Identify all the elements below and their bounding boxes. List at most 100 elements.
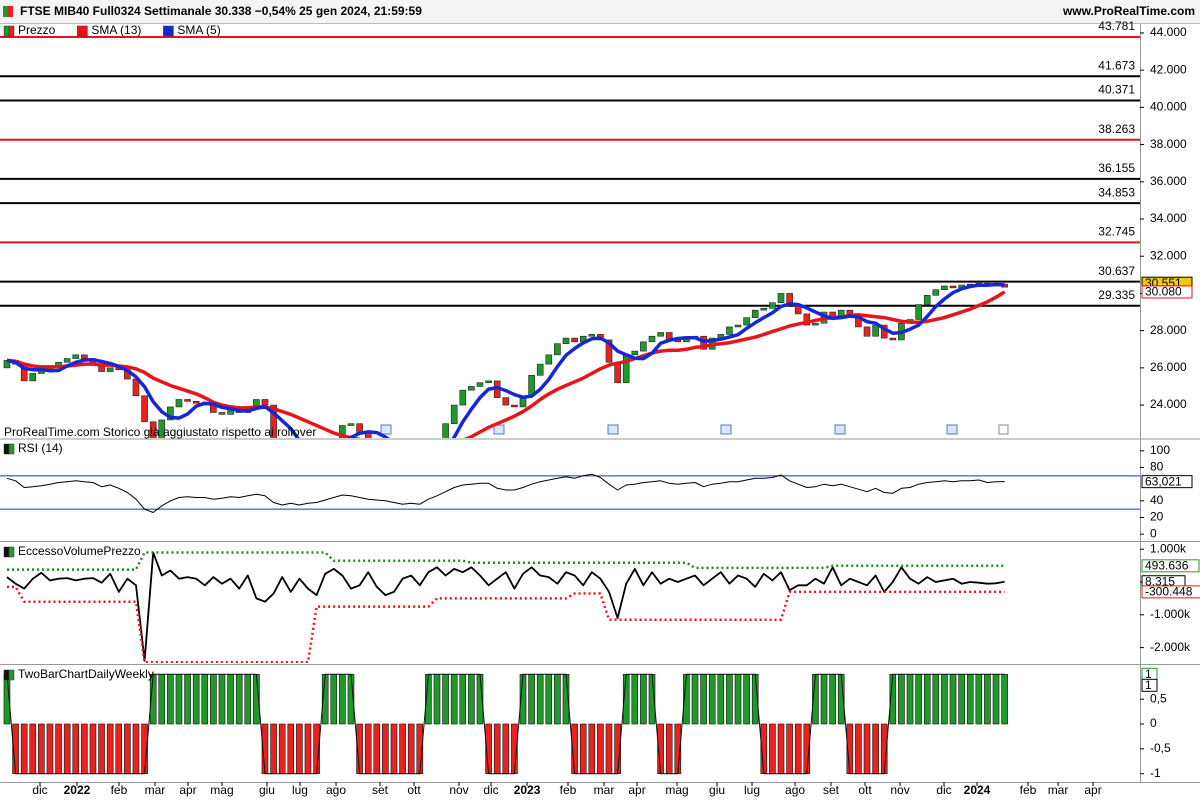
header-title: FTSE MIB40 Full0324 Settimanale 30.338 −… [20,4,422,18]
event-icon [607,424,619,435]
candle [631,350,639,356]
value-tag [1141,285,1193,299]
candle [941,285,948,291]
y-tick-label: 20 [1150,510,1164,524]
candle [450,404,458,424]
x-tick-label: giu [709,783,725,797]
y-tick-label: -0,5 [1150,741,1171,755]
y-tick-label: 26.000 [1150,360,1187,374]
value-tag-label: 1 [1145,678,1152,692]
candle [769,302,776,309]
bar [270,723,277,775]
bar [829,673,836,725]
line [6,673,1005,775]
candle [192,401,200,404]
legend-label: SMA (13) [91,23,141,37]
level-label: 43.781 [1098,19,1135,33]
bar [545,673,553,725]
bar [468,673,475,725]
candle [468,386,475,391]
header-site: www.ProRealTime.com [1062,4,1195,18]
bar [373,723,381,775]
bar [906,673,914,725]
value-tag-label: -300.448 [1145,585,1193,599]
candle [270,404,277,438]
candle [149,421,157,438]
bar [106,723,114,775]
x-tick-label: ott [858,783,872,797]
bar [364,723,372,775]
candle [476,382,484,387]
annotation: ProRealTime.com Storico già aggiustato r… [4,425,316,439]
bar [20,723,28,775]
x-tick-label: giu [259,783,275,797]
line [6,282,1005,438]
bar [210,673,217,725]
bar [777,723,785,775]
bar [872,723,879,775]
candle [29,373,37,382]
event-icon [493,424,505,435]
candle [640,341,647,352]
legend-label-swatch [3,25,10,37]
panel-title-swatch [8,546,15,558]
bar [29,723,37,775]
bar [218,673,226,725]
value-tag-label: 30.080 [1145,285,1182,299]
y-tick-label: -1.000k [1150,607,1191,621]
y-tick-label: 36.000 [1150,174,1187,188]
value-tag-label: 1 [1145,667,1152,681]
bar [55,723,62,775]
candle [932,289,940,296]
bar [588,723,596,775]
candle [949,285,957,289]
x-tick-label: mar [1048,783,1069,797]
value-tag [1141,585,1200,599]
bar [382,723,389,775]
y-tick-label: 1.000k [1150,541,1187,555]
bar [132,723,140,775]
candle [743,317,750,326]
bar [923,673,931,725]
value-tag [1141,678,1158,692]
bar [726,673,733,725]
bar [399,723,406,775]
legend-label-swatch [77,25,88,37]
bar [932,673,940,725]
bar [915,673,922,725]
panel-title: EccessoVolumePrezzo [18,544,141,558]
bar [459,673,467,725]
y-tick-label: 0 [1150,716,1157,730]
bar [528,673,535,725]
bar [175,673,183,725]
level-label: 32.745 [1098,225,1135,239]
bar [631,673,639,725]
bar [339,673,346,725]
x-tick-label: dic [32,783,47,797]
bar [184,673,191,725]
bar [304,723,312,775]
level-label: 30.637 [1098,264,1135,278]
bar [700,673,707,725]
candle [545,354,553,365]
bar [605,723,613,775]
bar [192,673,200,725]
bar [244,673,252,725]
candle [803,313,811,326]
level-label: 36.155 [1098,161,1135,175]
value-tag-label: 493.636 [1145,559,1189,573]
bar [287,723,295,775]
level-label: 40.371 [1098,83,1135,97]
panel-title-swatch [3,546,10,558]
y-tick-label: 34.000 [1150,211,1187,225]
bar [536,673,544,725]
candle [3,360,11,369]
bar [433,673,441,725]
bar [1001,673,1008,725]
bar [958,673,965,725]
x-tick-label: mag [665,783,688,797]
x-tick-label: lug [292,783,308,797]
y-tick-label: 28.000 [1150,323,1187,337]
candle [184,399,191,402]
panel [3,673,1008,775]
